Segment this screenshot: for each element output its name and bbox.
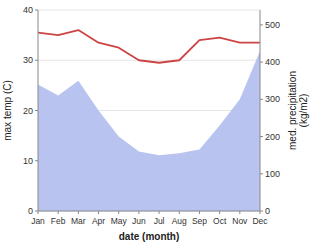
y2-tick-label: 300	[265, 94, 280, 104]
y2-tick-label: 500	[265, 20, 280, 30]
y-tick-label: 40	[23, 5, 33, 15]
x-tick-label: Jun	[132, 216, 146, 226]
x-tick	[219, 211, 220, 214]
y2-tick-label: 100	[265, 169, 280, 179]
x-tick	[58, 211, 59, 214]
y2-tick-label: 0	[265, 206, 270, 216]
x-tick-label: Mar	[71, 216, 86, 226]
y2-tick	[260, 62, 263, 63]
y2-tick	[260, 173, 263, 174]
x-tick	[118, 211, 119, 214]
x-axis-line	[38, 211, 260, 212]
x-tick	[260, 211, 261, 214]
y-tick	[35, 160, 38, 161]
x-tick-label: Jan	[31, 216, 45, 226]
y-tick-label: 10	[23, 156, 33, 166]
x-tick	[98, 211, 99, 214]
x-tick-label: Apr	[92, 216, 105, 226]
x-tick	[159, 211, 160, 214]
y2-axis-line	[260, 10, 261, 211]
x-tick	[239, 211, 240, 214]
x-tick-label: May	[111, 216, 128, 226]
y2-axis-label-line: (kg/m2)	[298, 94, 309, 128]
grid-line	[38, 211, 260, 212]
y2-axis-label: med. precipitation(kg/m2)	[287, 71, 309, 150]
y-tick-label: 20	[23, 106, 33, 116]
x-tick-label: Jul	[154, 216, 165, 226]
x-tick-label: Feb	[51, 216, 66, 226]
y2-tick	[260, 24, 263, 25]
x-tick-label: Dec	[252, 216, 268, 226]
x-tick	[199, 211, 200, 214]
chart: 0102030400100200300400500JanFebMarAprMay…	[0, 0, 318, 247]
y2-axis-label-line: med. precipitation	[287, 71, 298, 150]
x-tick	[138, 211, 139, 214]
x-tick-label: Oct	[213, 216, 227, 226]
x-tick	[78, 211, 79, 214]
y-tick-label: 0	[28, 206, 33, 216]
x-tick-label: Sep	[192, 216, 207, 226]
y-tick	[35, 10, 38, 11]
y-tick	[35, 110, 38, 111]
x-tick-label: Nov	[232, 216, 248, 226]
area	[38, 51, 260, 211]
y2-tick-label: 400	[265, 57, 280, 67]
axes: 0102030400100200300400500JanFebMarAprMay…	[23, 5, 280, 226]
y2-tick-label: 200	[265, 132, 280, 142]
y2-tick	[260, 136, 263, 137]
y-axis-label: max temp (C)	[2, 80, 13, 141]
plot-area	[38, 30, 260, 211]
y-tick-label: 30	[23, 55, 33, 65]
x-tick	[179, 211, 180, 214]
line	[38, 30, 260, 63]
grid-line	[38, 10, 260, 11]
y-tick	[35, 60, 38, 61]
grid	[38, 10, 260, 211]
y2-tick	[260, 99, 263, 100]
x-tick	[38, 211, 39, 214]
x-axis-label: date (month)	[119, 231, 180, 242]
x-tick-label: Aug	[172, 216, 187, 226]
